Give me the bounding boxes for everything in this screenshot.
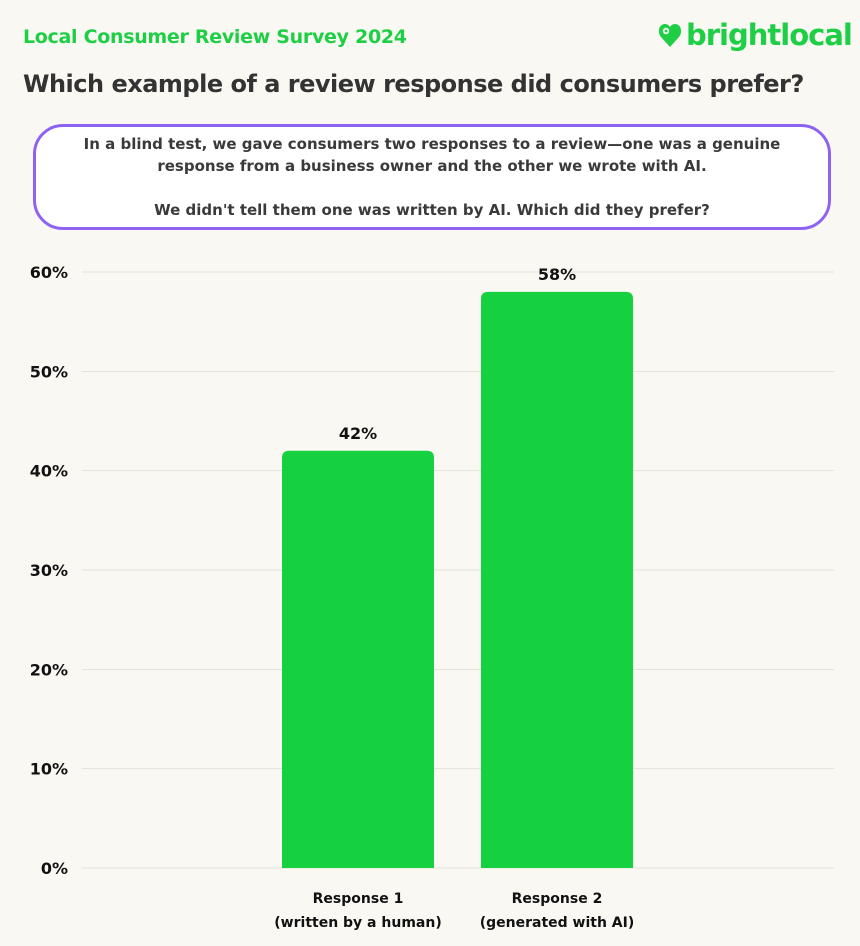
y-tick-label: 60% bbox=[30, 263, 68, 282]
survey-label: Local Consumer Review Survey 2024 bbox=[23, 26, 407, 48]
data-label: 42% bbox=[339, 424, 377, 443]
y-tick-label: 20% bbox=[30, 660, 68, 679]
heart-pin-icon bbox=[658, 24, 682, 47]
x-category-label: (written by a human) bbox=[274, 915, 441, 931]
note-line-3: We didn't tell them one was written by A… bbox=[154, 201, 710, 219]
data-label: 58% bbox=[538, 265, 576, 284]
logo-text: brightlocal bbox=[686, 18, 853, 52]
y-tick-label: 30% bbox=[30, 561, 68, 580]
note-line-2: response from a business owner and the o… bbox=[157, 157, 707, 175]
note-line-1: In a blind test, we gave consumers two r… bbox=[83, 135, 781, 153]
y-tick-label: 50% bbox=[30, 362, 68, 381]
chart-title: Which example of a review response did c… bbox=[23, 70, 804, 98]
y-tick-label: 0% bbox=[41, 859, 68, 878]
bar bbox=[481, 291, 633, 868]
y-tick-label: 40% bbox=[30, 462, 68, 481]
bar bbox=[282, 450, 434, 868]
y-tick-label: 10% bbox=[30, 760, 68, 779]
context-note: In a blind test, we gave consumers two r… bbox=[33, 124, 831, 230]
x-category-label: Response 1 bbox=[313, 891, 404, 907]
x-category-label: Response 2 bbox=[512, 891, 603, 907]
x-category-label: (generated with AI) bbox=[480, 915, 635, 931]
brightlocal-logo: brightlocal bbox=[658, 18, 853, 52]
